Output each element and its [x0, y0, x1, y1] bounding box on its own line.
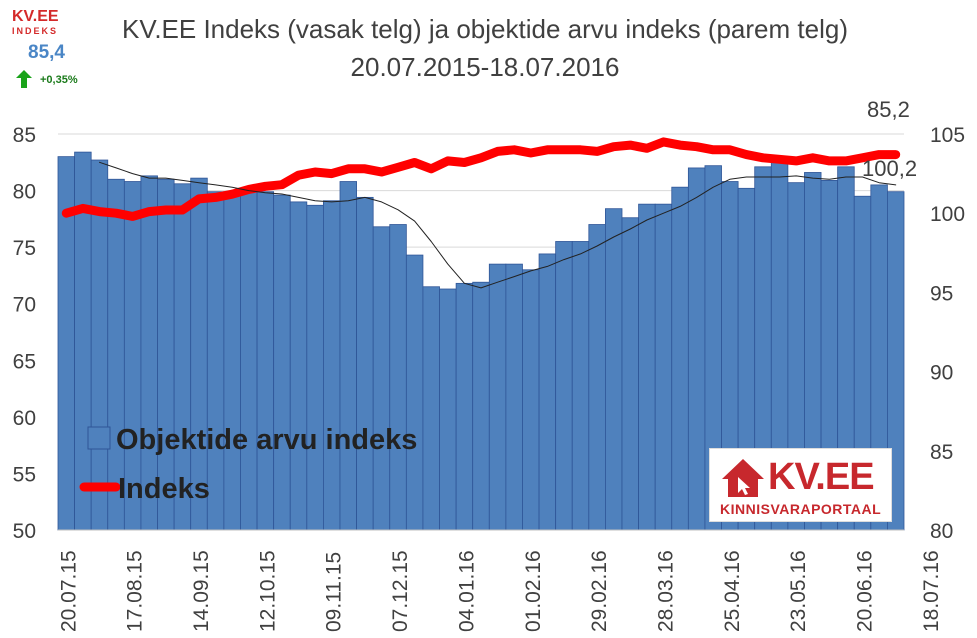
x-tick-label: 28.03.16	[654, 550, 677, 632]
right-tick-label: 85	[930, 441, 953, 464]
bar	[256, 191, 275, 531]
x-tick-label: 20.07.15	[57, 550, 80, 632]
bar	[605, 208, 623, 531]
bar	[289, 201, 308, 531]
bar	[439, 288, 457, 531]
bar	[654, 203, 673, 531]
bar	[687, 167, 706, 531]
bar	[538, 253, 557, 531]
x-tick-label: 17.08.15	[124, 550, 147, 632]
x-axis: 20.07.15 17.08.15 14.09.15 12.10.15 09.11.15…	[57, 529, 943, 632]
right-tick-label: 105	[930, 124, 965, 147]
bar	[273, 194, 291, 531]
bar	[389, 224, 407, 531]
x-tick-label: 20.06.16	[854, 550, 877, 632]
left-tick-label: 55	[13, 463, 36, 486]
logo-sub-text: KINNISVARAPORTAAL	[720, 501, 882, 517]
left-tick-label: 80	[13, 181, 36, 204]
bar	[671, 186, 689, 531]
bar	[488, 263, 507, 531]
left-axis: 50 55 60 65 70 75 80 85	[13, 124, 36, 543]
chart-title: KV.EE Indeks (vasak telg) ja objektide a…	[122, 14, 848, 82]
left-tick-label: 60	[13, 407, 36, 430]
bar	[588, 224, 606, 531]
x-tick-label: 18.07.16	[920, 550, 943, 632]
bar	[455, 282, 474, 531]
bar	[505, 263, 523, 531]
x-tick-label: 01.02.16	[522, 550, 545, 632]
left-tick-label: 85	[13, 124, 36, 147]
badge-logo-text: KV.EE	[12, 8, 59, 25]
x-tick-label: 29.02.16	[588, 550, 611, 632]
x-tick-label: 12.10.15	[256, 550, 279, 632]
legend-label-line: Indeks	[118, 473, 210, 505]
badge-logo: KV.EE INDEKS	[12, 8, 59, 38]
right-tick-label: 80	[930, 520, 953, 543]
data-labels: 85,2 100,2	[862, 97, 917, 181]
right-tick-label: 95	[930, 282, 953, 305]
legend-label-bars: Objektide arvu indeks	[116, 424, 417, 456]
right-tick-label: 100	[930, 203, 965, 226]
x-tick-label: 09.11.15	[323, 552, 346, 632]
bar	[405, 254, 424, 531]
kvee-logo: KV.EE KINNISVARAPORTAAL	[709, 448, 892, 522]
bar	[223, 191, 241, 531]
right-axis: 80 85 90 95 100 105	[930, 124, 965, 543]
left-tick-label: 50	[13, 520, 36, 543]
line-series	[61, 137, 901, 289]
left-tick-label: 65	[13, 350, 36, 373]
x-tick-label: 25.04.16	[721, 550, 744, 632]
indeks-line	[61, 137, 901, 221]
bar	[240, 191, 258, 531]
left-tick-label: 70	[13, 294, 36, 317]
bar-series	[57, 151, 905, 531]
left-tick-label: 75	[13, 237, 36, 260]
legend-swatch-bars	[87, 426, 111, 450]
x-tick-label: 14.09.15	[190, 550, 213, 632]
bar	[472, 281, 490, 531]
house-icon	[722, 459, 764, 497]
bar	[339, 181, 357, 531]
bar	[323, 200, 341, 531]
bar	[638, 203, 656, 531]
badge-change: +0,35%	[40, 74, 78, 86]
badge-logo-sub: INDEKS	[12, 26, 59, 36]
data-label-objektide: 100,2	[862, 156, 917, 181]
bar	[522, 269, 540, 531]
legend: Objektide arvu indeks Indeks	[79, 424, 417, 505]
x-tick-label: 07.12.15	[389, 550, 412, 632]
data-label-indeks: 85,2	[867, 97, 910, 122]
badge-value: 85,4	[28, 42, 65, 63]
right-tick-label: 90	[930, 362, 953, 385]
x-tick-label: 04.01.16	[455, 550, 478, 632]
bar	[422, 286, 440, 531]
up-arrow-icon	[16, 70, 32, 88]
trend-line	[99, 161, 897, 289]
bar	[306, 204, 324, 531]
x-tick-label: 23.05.16	[787, 550, 810, 632]
bar	[555, 241, 573, 531]
bar	[571, 241, 590, 531]
logo-main-text: KV.EE	[768, 456, 875, 498]
bar	[621, 217, 639, 531]
index-badge: KV.EE INDEKS 85,4 +0,35%	[6, 8, 86, 88]
bar	[356, 196, 374, 531]
bar	[372, 226, 391, 531]
